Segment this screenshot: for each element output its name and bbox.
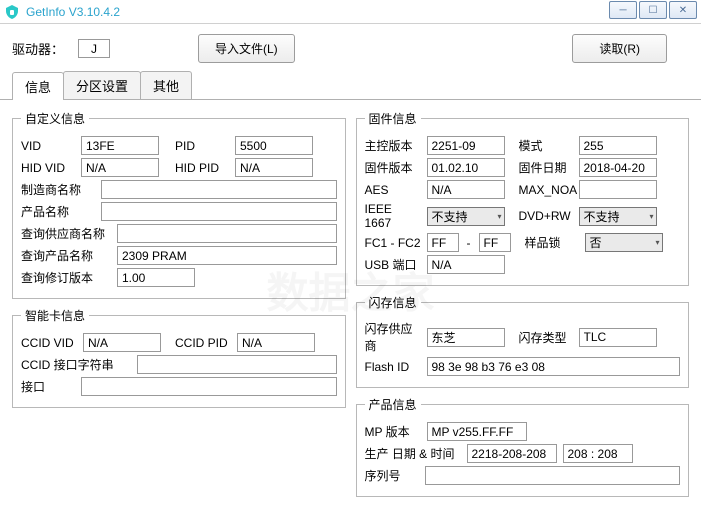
app-icon: [4, 4, 20, 20]
mfg-label: 制造商名称: [21, 181, 95, 198]
flash-type-input[interactable]: [579, 328, 657, 347]
max-noa-input[interactable]: [579, 180, 657, 199]
vid-input[interactable]: [81, 136, 159, 155]
close-button[interactable]: ✕: [669, 1, 697, 19]
interface-input[interactable]: [81, 377, 337, 396]
flash-group: 闪存信息 闪存供应商 闪存类型 Flash ID: [356, 294, 690, 388]
lock-label: 样品锁: [525, 234, 579, 251]
flash-legend: 闪存信息: [365, 294, 421, 311]
hid-vid-input[interactable]: [81, 158, 159, 177]
pid-label: PID: [175, 139, 229, 153]
tab-partition[interactable]: 分区设置: [63, 71, 141, 99]
custom-info-legend: 自定义信息: [21, 110, 89, 127]
flash-id-input[interactable]: [427, 357, 681, 376]
read-button[interactable]: 读取(R): [572, 34, 667, 63]
fc2-input[interactable]: [479, 233, 511, 252]
mode-label: 模式: [519, 137, 573, 154]
fw-date-label: 固件日期: [519, 159, 573, 176]
product-name-label: 产品名称: [21, 203, 95, 220]
prod-date-label: 生产 日期 & 时间: [365, 445, 461, 462]
query-rev-input[interactable]: [117, 268, 195, 287]
maximize-button[interactable]: ☐: [639, 1, 667, 19]
lock-select[interactable]: 否: [585, 233, 663, 252]
query-product-input[interactable]: [117, 246, 337, 265]
ctrl-ver-input[interactable]: [427, 136, 505, 155]
flash-id-label: Flash ID: [365, 360, 421, 374]
ccid-pid-input[interactable]: [237, 333, 315, 352]
ccid-if-label: CCID 接口字符串: [21, 356, 131, 373]
fc1-input[interactable]: [427, 233, 459, 252]
dvdrw-label: DVD+RW: [519, 209, 573, 223]
drive-input[interactable]: [78, 39, 110, 58]
content-area: 自定义信息 VID PID HID VID HID PID 制造商名称 产品名称: [0, 110, 701, 505]
query-vendor-input[interactable]: [117, 224, 337, 243]
product-legend: 产品信息: [365, 396, 421, 413]
drive-label: 驱动器：: [12, 39, 64, 58]
import-file-button[interactable]: 导入文件(L): [198, 34, 295, 63]
sn-input[interactable]: [425, 466, 681, 485]
title-bar: GetInfo V3.10.4.2 ─ ☐ ✕: [0, 0, 701, 24]
prod-time-input[interactable]: [563, 444, 633, 463]
custom-info-group: 自定义信息 VID PID HID VID HID PID 制造商名称 产品名称: [12, 110, 346, 299]
ieee-select[interactable]: 不支持: [427, 207, 505, 226]
fw-ver-input[interactable]: [427, 158, 505, 177]
firmware-legend: 固件信息: [365, 110, 421, 127]
mfg-input[interactable]: [101, 180, 337, 199]
firmware-group: 固件信息 主控版本 模式 固件版本 固件日期 AES MAX_NOA IEEE …: [356, 110, 690, 286]
usb-label: USB 端口: [365, 256, 421, 273]
ccid-vid-input[interactable]: [83, 333, 161, 352]
smartcard-legend: 智能卡信息: [21, 307, 89, 324]
fc-label: FC1 - FC2: [365, 236, 421, 250]
tab-info[interactable]: 信息: [12, 72, 64, 100]
flash-vendor-label: 闪存供应商: [365, 320, 421, 354]
minimize-button[interactable]: ─: [609, 1, 637, 19]
query-vendor-label: 查询供应商名称: [21, 225, 111, 242]
mp-ver-label: MP 版本: [365, 423, 421, 440]
left-column: 自定义信息 VID PID HID VID HID PID 制造商名称 产品名称: [12, 110, 346, 505]
pid-input[interactable]: [235, 136, 313, 155]
hid-pid-input[interactable]: [235, 158, 313, 177]
ccid-if-input[interactable]: [137, 355, 337, 374]
aes-input[interactable]: [427, 180, 505, 199]
window-title: GetInfo V3.10.4.2: [26, 5, 120, 19]
flash-vendor-input[interactable]: [427, 328, 505, 347]
ctrl-ver-label: 主控版本: [365, 137, 421, 154]
fw-date-input[interactable]: [579, 158, 657, 177]
product-name-input[interactable]: [101, 202, 337, 221]
dvdrw-select[interactable]: 不支持: [579, 207, 657, 226]
smartcard-group: 智能卡信息 CCID VID CCID PID CCID 接口字符串 接口: [12, 307, 346, 408]
fw-ver-label: 固件版本: [365, 159, 421, 176]
mp-ver-input[interactable]: [427, 422, 527, 441]
query-product-label: 查询产品名称: [21, 247, 111, 264]
ieee-label: IEEE 1667: [365, 202, 421, 230]
mode-input[interactable]: [579, 136, 657, 155]
vid-label: VID: [21, 139, 75, 153]
sn-label: 序列号: [365, 467, 419, 484]
ccid-vid-label: CCID VID: [21, 336, 77, 350]
window-controls: ─ ☐ ✕: [609, 1, 697, 19]
tab-strip: 信息 分区设置 其他: [0, 71, 701, 100]
hid-vid-label: HID VID: [21, 161, 75, 175]
hid-pid-label: HID PID: [175, 161, 229, 175]
toolbar: 驱动器： 导入文件(L) 读取(R): [0, 24, 701, 71]
interface-label: 接口: [21, 378, 75, 395]
usb-input[interactable]: [427, 255, 505, 274]
flash-type-label: 闪存类型: [519, 329, 573, 346]
right-column: 固件信息 主控版本 模式 固件版本 固件日期 AES MAX_NOA IEEE …: [356, 110, 690, 505]
aes-label: AES: [365, 183, 421, 197]
tab-other[interactable]: 其他: [140, 71, 192, 99]
fc-dash: -: [465, 236, 473, 250]
prod-date-input[interactable]: [467, 444, 557, 463]
query-rev-label: 查询修订版本: [21, 269, 111, 286]
product-group: 产品信息 MP 版本 生产 日期 & 时间 序列号: [356, 396, 690, 497]
ccid-pid-label: CCID PID: [175, 336, 231, 350]
max-noa-label: MAX_NOA: [519, 183, 573, 197]
